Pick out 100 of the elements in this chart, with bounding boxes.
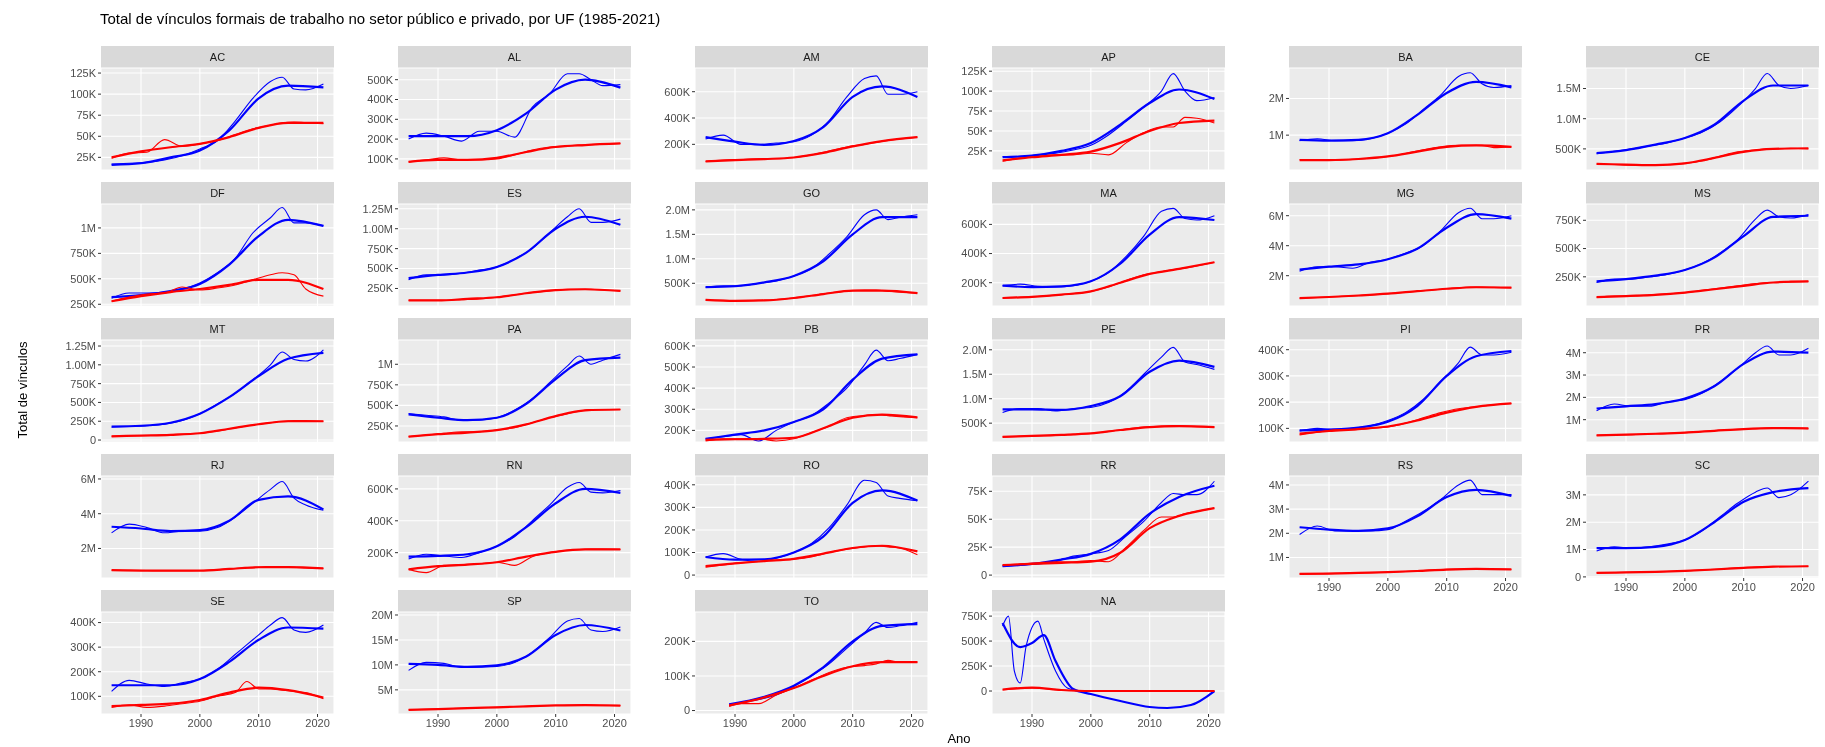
chart-title: SE	[101, 590, 334, 612]
x-tick-label: 1990	[128, 716, 154, 729]
chart-title: RN	[398, 454, 631, 476]
y-tick-label: 500K	[1555, 242, 1582, 255]
y-tick-label: 0	[1574, 570, 1581, 583]
chart-title: ES	[398, 182, 631, 204]
chart-title: PE	[992, 318, 1225, 340]
y-tick-label: 200K	[664, 635, 691, 648]
y-tick-label: 400K	[664, 382, 691, 395]
y-tick-label: 75K	[967, 485, 988, 498]
y-tick-label: 75K	[76, 109, 97, 122]
x-tick-label: 2010	[1137, 716, 1162, 729]
y-tick-label: 100K	[664, 669, 691, 682]
y-tick-label: 250K	[367, 282, 394, 295]
chart-title: NA	[992, 590, 1225, 612]
x-tick-label: 2010	[246, 716, 271, 729]
y-tick-label: 300K	[1258, 369, 1285, 382]
y-tick-label: 4M	[1565, 346, 1581, 359]
y-tick-label: 1.0M	[665, 252, 690, 265]
chart-title: BA	[1289, 46, 1522, 68]
y-tick-label: 50K	[76, 130, 97, 143]
y-tick-label: 50K	[967, 124, 988, 137]
y-tick-label: 200K	[70, 665, 97, 678]
chart-title: RR	[992, 454, 1225, 476]
y-tick-label: 3M	[1268, 503, 1284, 516]
y-tick-label: 50K	[967, 513, 988, 526]
x-tick-label: 2020	[1493, 580, 1518, 593]
y-tick-label: 600K	[961, 218, 988, 231]
chart-title: MT	[101, 318, 334, 340]
y-tick-label: 750K	[367, 242, 394, 255]
y-tick-label: 400K	[664, 478, 691, 491]
y-tick-label: 750K	[367, 378, 394, 391]
x-tick-label: 2010	[1434, 580, 1459, 593]
chart-title: AL	[398, 46, 631, 68]
x-tick-label: 2010	[840, 716, 865, 729]
x-tick-label: 2000	[484, 716, 510, 729]
y-tick-label: 1M	[80, 221, 96, 234]
y-tick-label: 4M	[1268, 478, 1284, 491]
x-tick-label: 2000	[1375, 580, 1401, 593]
x-tick-label: 2020	[1790, 580, 1815, 593]
y-tick-label: 0	[980, 569, 987, 581]
y-tick-label: 125K	[70, 66, 97, 79]
y-tick-label: 0	[683, 704, 690, 717]
y-tick-label: 100K	[664, 546, 691, 559]
chart-title: SP	[398, 590, 631, 612]
y-tick-label: 500K	[70, 396, 97, 409]
chart-title: MS	[1586, 182, 1819, 204]
y-tick-label: 400K	[961, 247, 988, 260]
chart-title: AC	[101, 46, 334, 68]
chart-title: RS	[1289, 454, 1522, 476]
y-tick-label: 1M	[1268, 129, 1284, 142]
y-tick-label: 400K	[1258, 343, 1285, 356]
y-tick-label: 750K	[70, 247, 97, 260]
y-tick-label: 1.5M	[962, 368, 987, 381]
x-tick-label: 2000	[187, 716, 213, 729]
x-tick-label: 2020	[305, 716, 330, 729]
y-tick-label: 500K	[664, 360, 691, 373]
y-tick-label: 750K	[1555, 214, 1582, 227]
y-tick-label: 100K	[961, 85, 988, 98]
x-tick-label: 1990	[1019, 716, 1045, 729]
y-tick-label: 2M	[1268, 527, 1284, 540]
y-tick-label: 1M	[1268, 551, 1284, 564]
y-tick-label: 2M	[1565, 516, 1581, 529]
chart-title: PI	[1289, 318, 1522, 340]
y-tick-label: 100K	[70, 690, 97, 703]
chart-title: MG	[1289, 182, 1522, 204]
text: Total de vínculos	[14, 341, 30, 439]
y-tick-label: 125K	[961, 65, 988, 78]
y-tick-label: 1.25M	[65, 339, 96, 352]
y-tick-label: 75K	[967, 104, 988, 117]
chart-title: PB	[695, 318, 928, 340]
y-tick-label: 3M	[1565, 488, 1581, 501]
y-tick-label: 600K	[664, 339, 691, 352]
y-tick-label: 500K	[367, 262, 394, 275]
y-tick-label: 15M	[371, 633, 393, 646]
chart-title: AP	[992, 46, 1225, 68]
x-tick-label: 2000	[781, 716, 807, 729]
chart-title: RJ	[101, 454, 334, 476]
y-tick-label: 25K	[967, 541, 988, 554]
y-tick-label: 400K	[70, 616, 97, 629]
y-tick-label: 2.0M	[665, 203, 690, 216]
y-tick-label: 0	[683, 568, 690, 581]
y-tick-label: 400K	[664, 111, 691, 124]
y-tick-label: 200K	[1258, 396, 1285, 409]
y-tick-label: 600K	[664, 85, 691, 98]
y-tick-label: 1.5M	[665, 228, 690, 241]
y-tick-label: 6M	[80, 472, 96, 485]
y-tick-label: 1M	[377, 358, 393, 371]
y-tick-label: 500K	[961, 417, 988, 430]
y-tick-label: 300K	[664, 403, 691, 416]
x-tick-label: 2020	[1196, 716, 1221, 729]
y-tick-label: 1M	[1565, 413, 1581, 426]
y-tick-label: 600K	[367, 482, 394, 495]
y-tick-label: 300K	[664, 501, 691, 514]
y-tick-label: 25K	[76, 151, 97, 164]
y-tick-label: 250K	[1555, 270, 1582, 283]
y-tick-label: 500K	[70, 272, 97, 285]
x-tick-label: 2020	[899, 716, 924, 729]
y-tick-label: 2M	[1565, 391, 1581, 404]
text: Ano	[947, 730, 971, 746]
